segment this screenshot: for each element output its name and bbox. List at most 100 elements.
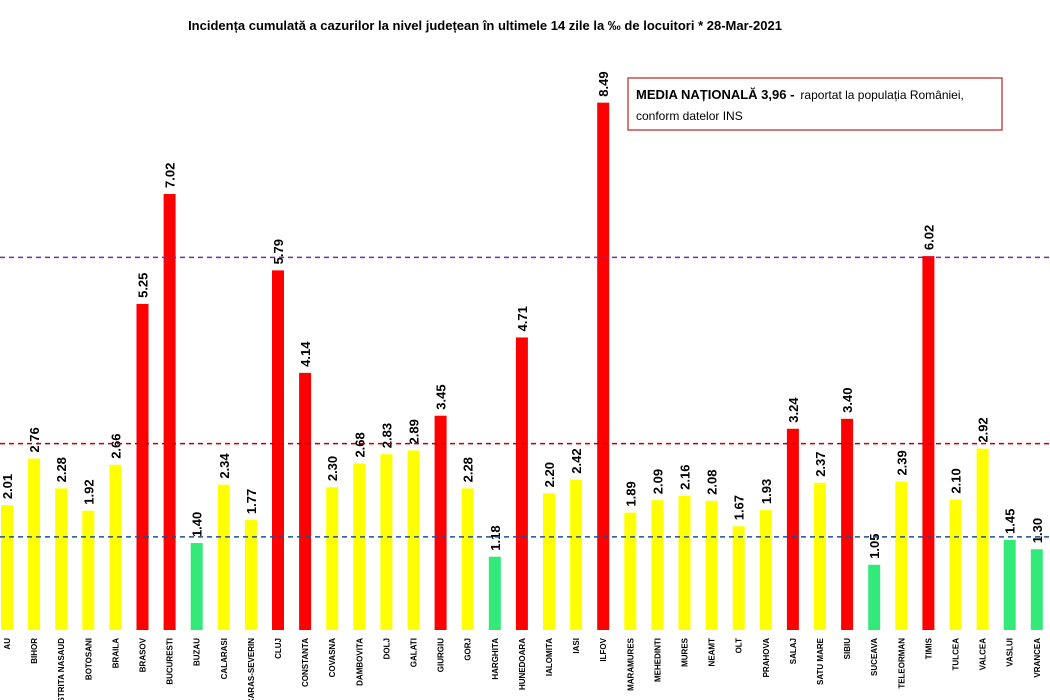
value-label: 3.24: [786, 397, 801, 423]
value-label: 2.28: [54, 457, 69, 482]
bar: [895, 481, 908, 630]
value-label: 6.02: [921, 225, 936, 250]
x-tick-label: DAMBOVITA: [355, 638, 364, 686]
bar: [82, 510, 95, 630]
bar: [163, 193, 176, 631]
x-tick-label: BIHOR: [30, 638, 39, 664]
x-tick-label: HUNEDOARA: [518, 638, 527, 690]
annotation: MEDIA NAȚIONALĂ 3,96 - raportat la popula…: [636, 87, 964, 102]
bar: [109, 464, 122, 630]
bar: [28, 458, 41, 630]
x-tick-label: BUZAU: [193, 638, 202, 666]
value-label: 4.71: [515, 306, 530, 331]
bar: [949, 499, 962, 630]
bar: [570, 479, 583, 630]
bar: [136, 303, 149, 630]
value-label: 1.45: [1003, 509, 1018, 534]
value-label: 2.39: [894, 450, 909, 475]
x-tick-label: COVASNA: [328, 638, 337, 678]
bar: [380, 454, 393, 630]
value-label: 1.67: [732, 495, 747, 520]
value-label: 2.10: [949, 468, 964, 493]
value-label: 2.20: [542, 462, 557, 487]
bar: [651, 500, 664, 630]
x-tick-label: HARGHITA: [491, 638, 500, 680]
value-label: 2.16: [678, 465, 693, 490]
value-label: 2.66: [108, 433, 123, 458]
value-label: 2.08: [705, 469, 720, 494]
bar: [1003, 539, 1016, 630]
value-label: 5.25: [136, 273, 151, 298]
chart-title: Incidența cumulată a cazurilor la nivel …: [188, 18, 782, 33]
value-label: 2.83: [379, 423, 394, 448]
x-tick-label: AU: [3, 638, 12, 650]
value-label: 1.77: [244, 489, 259, 514]
bar: [1, 505, 13, 630]
x-tick-label: NEAMT: [708, 638, 717, 667]
value-label: 1.30: [1030, 518, 1045, 543]
x-tick-label: SATU MARE: [816, 637, 825, 685]
value-label: 4.14: [298, 341, 313, 367]
annotation-line: conform datelor INS: [636, 109, 743, 123]
value-label: 7.02: [163, 163, 178, 188]
value-label: 2.30: [325, 456, 340, 481]
value-label: 3.40: [840, 388, 855, 413]
x-tick-label: VALCEA: [979, 638, 988, 671]
value-label: 1.40: [190, 512, 205, 537]
bar: [543, 493, 555, 630]
annotation-line: raportat la populația României,: [800, 88, 963, 102]
value-label: 2.92: [976, 417, 991, 442]
value-label: 8.49: [596, 71, 611, 96]
bar: [353, 463, 366, 630]
x-tick-label: IASI: [572, 638, 581, 654]
bar: [244, 520, 257, 630]
x-tick-label: CARAS-SEVERIN: [247, 638, 256, 700]
x-tick-label: CALARASI: [220, 638, 229, 679]
bar: [624, 512, 637, 630]
x-tick-label: VRANCEA: [1033, 638, 1042, 678]
x-tick-label: SIBIU: [843, 638, 852, 660]
bar: [597, 102, 610, 631]
bar: [976, 448, 989, 630]
value-label: 2.34: [217, 453, 232, 479]
x-tick-label: MEHEDINTI: [653, 638, 662, 682]
value-label: 2.28: [461, 457, 476, 482]
x-tick-label: BOTOSANI: [84, 638, 93, 680]
bar: [461, 488, 474, 630]
bar: [732, 526, 745, 630]
x-tick-label: GIURGIU: [437, 638, 446, 672]
value-label: 2.42: [569, 448, 584, 473]
bar: [814, 482, 826, 630]
value-label: 5.79: [271, 239, 286, 264]
x-tick-label: BRASOV: [139, 637, 148, 672]
value-label: 1.92: [81, 479, 96, 504]
x-tick-label: PRAHOVA: [762, 638, 771, 678]
value-label: 2.09: [650, 469, 665, 494]
value-label: 2.01: [0, 474, 15, 499]
value-label: 2.68: [352, 432, 367, 457]
x-tick-label: SALAJ: [789, 638, 798, 664]
x-tick-label: GALATI: [410, 638, 419, 667]
x-tick-label: BRAILA: [111, 638, 120, 668]
value-label: 1.93: [759, 479, 774, 504]
x-tick-label: BUCURESTI: [166, 638, 175, 685]
x-tick-label: BISTRITA NASAUD: [57, 638, 66, 700]
bar: [705, 500, 718, 630]
bar: [868, 564, 881, 630]
x-tick-label: OLT: [735, 638, 744, 654]
x-tick-label: DOLJ: [382, 638, 391, 659]
value-label: 1.18: [488, 525, 503, 550]
bar: [515, 337, 528, 630]
x-tick-label: CLUJ: [274, 638, 283, 659]
value-label: 1.05: [867, 533, 882, 558]
bar: [326, 487, 339, 630]
x-tick-label: SUCEAVA: [870, 638, 879, 676]
x-tick-label: MARAMURES: [626, 637, 635, 691]
x-tick-label: TULCEA: [952, 638, 961, 671]
annotation-title: MEDIA NAȚIONALĂ 3,96 -: [636, 87, 794, 102]
x-tick-label: ILFOV: [599, 637, 608, 661]
annotation-box: [627, 77, 1003, 131]
bar: [841, 418, 854, 630]
value-label: 2.37: [813, 451, 828, 476]
